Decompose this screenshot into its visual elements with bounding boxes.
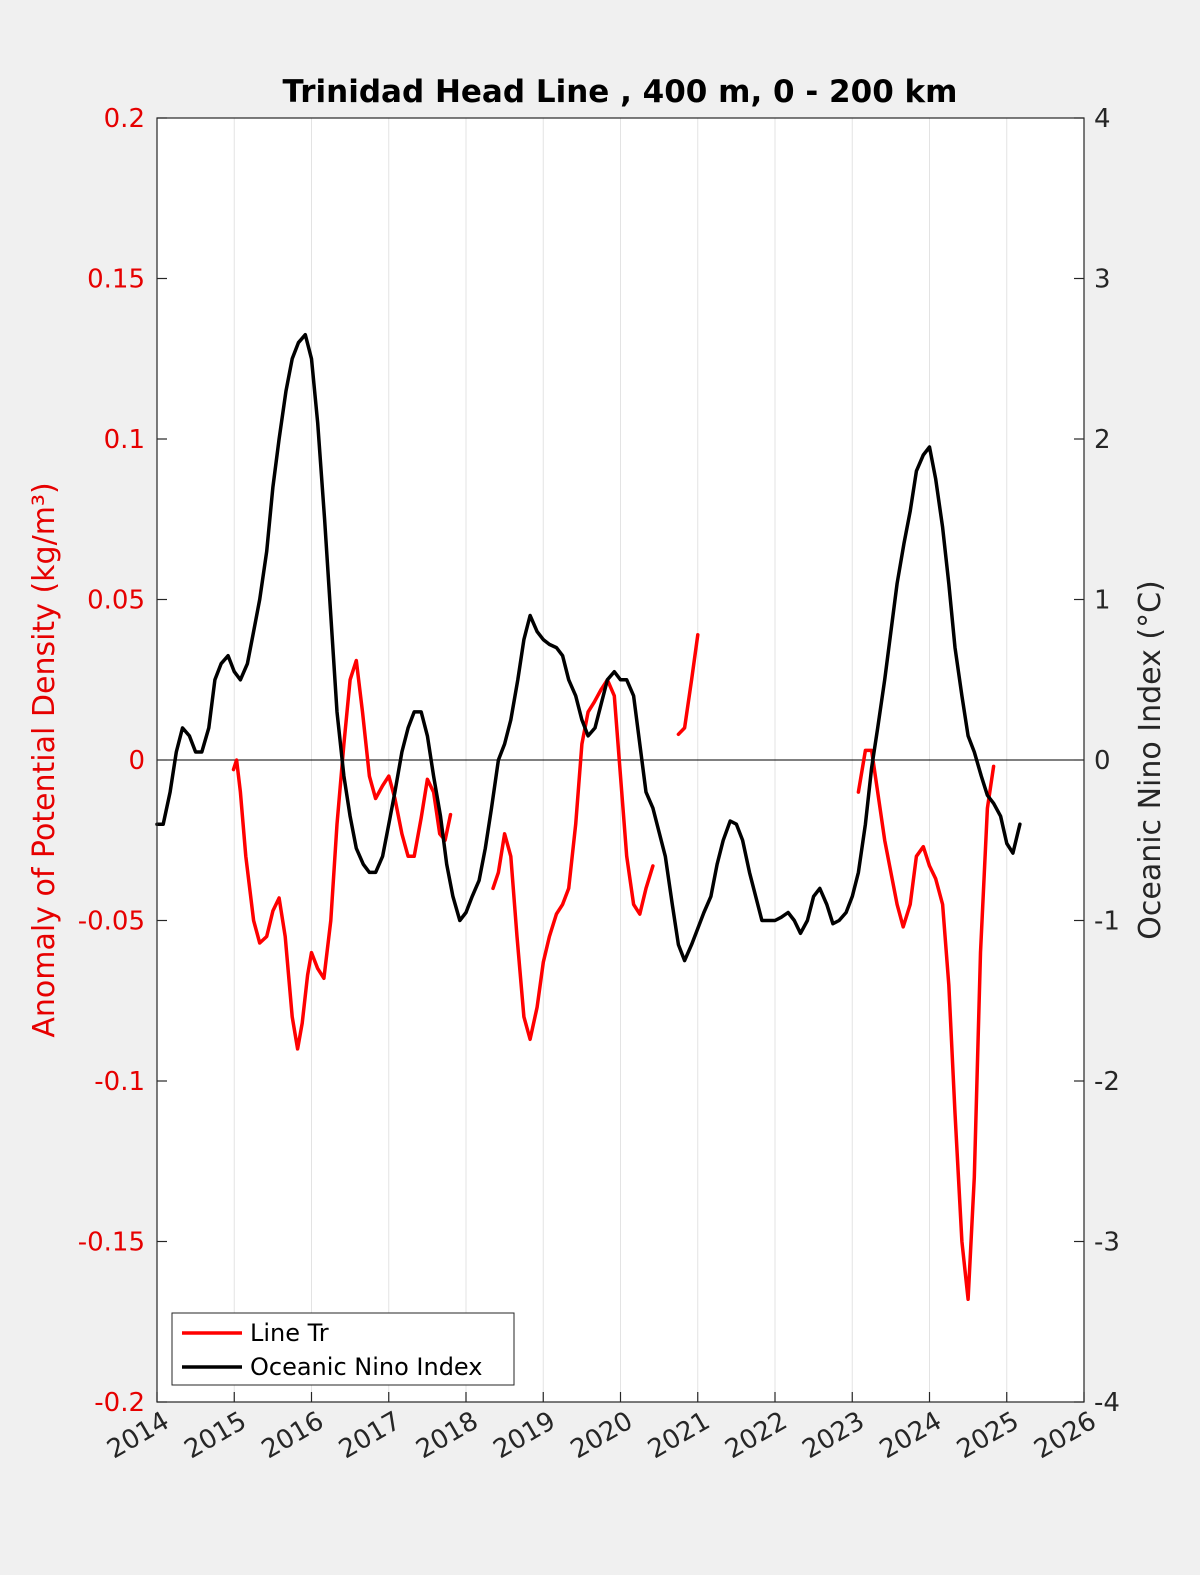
right-tick-label: 0 [1094, 746, 1111, 776]
left-tick-label: -0.2 [94, 1388, 145, 1418]
x-tick-label: 2016 [257, 1406, 329, 1465]
left-tick-label: 0.15 [87, 265, 145, 295]
right-tick-label: -4 [1094, 1388, 1120, 1418]
x-tick-label: 2024 [875, 1406, 947, 1465]
series-layer [155, 332, 1022, 1302]
left-y-axis: -0.2 -0.15 -0.1 -0.05 0 0.05 0.1 0.15 0.2 [78, 104, 167, 1418]
left-tick-label: -0.1 [94, 1067, 145, 1097]
line-tr-series-segment-3 [676, 633, 700, 737]
right-tick-label: -3 [1094, 1228, 1120, 1258]
legend-label-oni: Oceanic Nino Index [250, 1353, 482, 1381]
legend-box [171, 1312, 515, 1386]
line-tr-series-segment-4 [856, 748, 996, 1302]
right-tick-label: 4 [1094, 104, 1111, 134]
right-tick-label: -1 [1094, 907, 1120, 937]
chart-title: Trinidad Head Line , 400 m, 0 - 200 km [283, 74, 958, 110]
legend-label-line-tr: Line Tr [250, 1319, 329, 1347]
x-tick-label: 2025 [952, 1406, 1024, 1465]
line-tr-series-segment-1 [231, 658, 453, 1051]
x-tick-label: 2020 [566, 1406, 638, 1465]
x-tick-label: 2022 [720, 1406, 792, 1465]
right-tick-label: 1 [1094, 586, 1111, 616]
left-tick-label: 0.1 [104, 425, 145, 455]
right-tick-label: -2 [1094, 1067, 1120, 1097]
right-tick-label: 3 [1094, 265, 1111, 295]
left-tick-label: -0.05 [78, 907, 145, 937]
right-y-axis: -4 -3 -2 -1 0 1 2 3 4 [1074, 104, 1120, 1418]
x-tick-label: 2026 [1029, 1406, 1101, 1465]
left-tick-label: -0.15 [78, 1228, 145, 1258]
left-axis-label: Anomaly of Potential Density (kg/m³) [27, 482, 62, 1037]
x-tick-label: 2018 [411, 1406, 483, 1465]
x-tick-label: 2019 [488, 1406, 560, 1465]
x-tick-label: 2017 [334, 1406, 406, 1465]
x-tick-label: 2021 [643, 1406, 715, 1465]
legend: Line Tr Oceanic Nino Index [171, 1312, 515, 1386]
x-axis: 2014 2015 2016 2017 2018 2019 2020 2021 2022 2023… [102, 1392, 1102, 1465]
line-tr-series-segment-2 [491, 678, 655, 1042]
left-tick-label: 0.2 [104, 104, 145, 134]
right-axis-label: Oceanic Nino Index (°C) [1133, 580, 1168, 940]
left-tick-label: 0.05 [87, 586, 145, 616]
x-tick-label: 2015 [179, 1406, 251, 1465]
x-tick-label: 2023 [797, 1406, 869, 1465]
left-tick-label: 0 [128, 746, 145, 776]
right-tick-label: 2 [1094, 425, 1111, 455]
oni-series-line [155, 332, 1022, 963]
